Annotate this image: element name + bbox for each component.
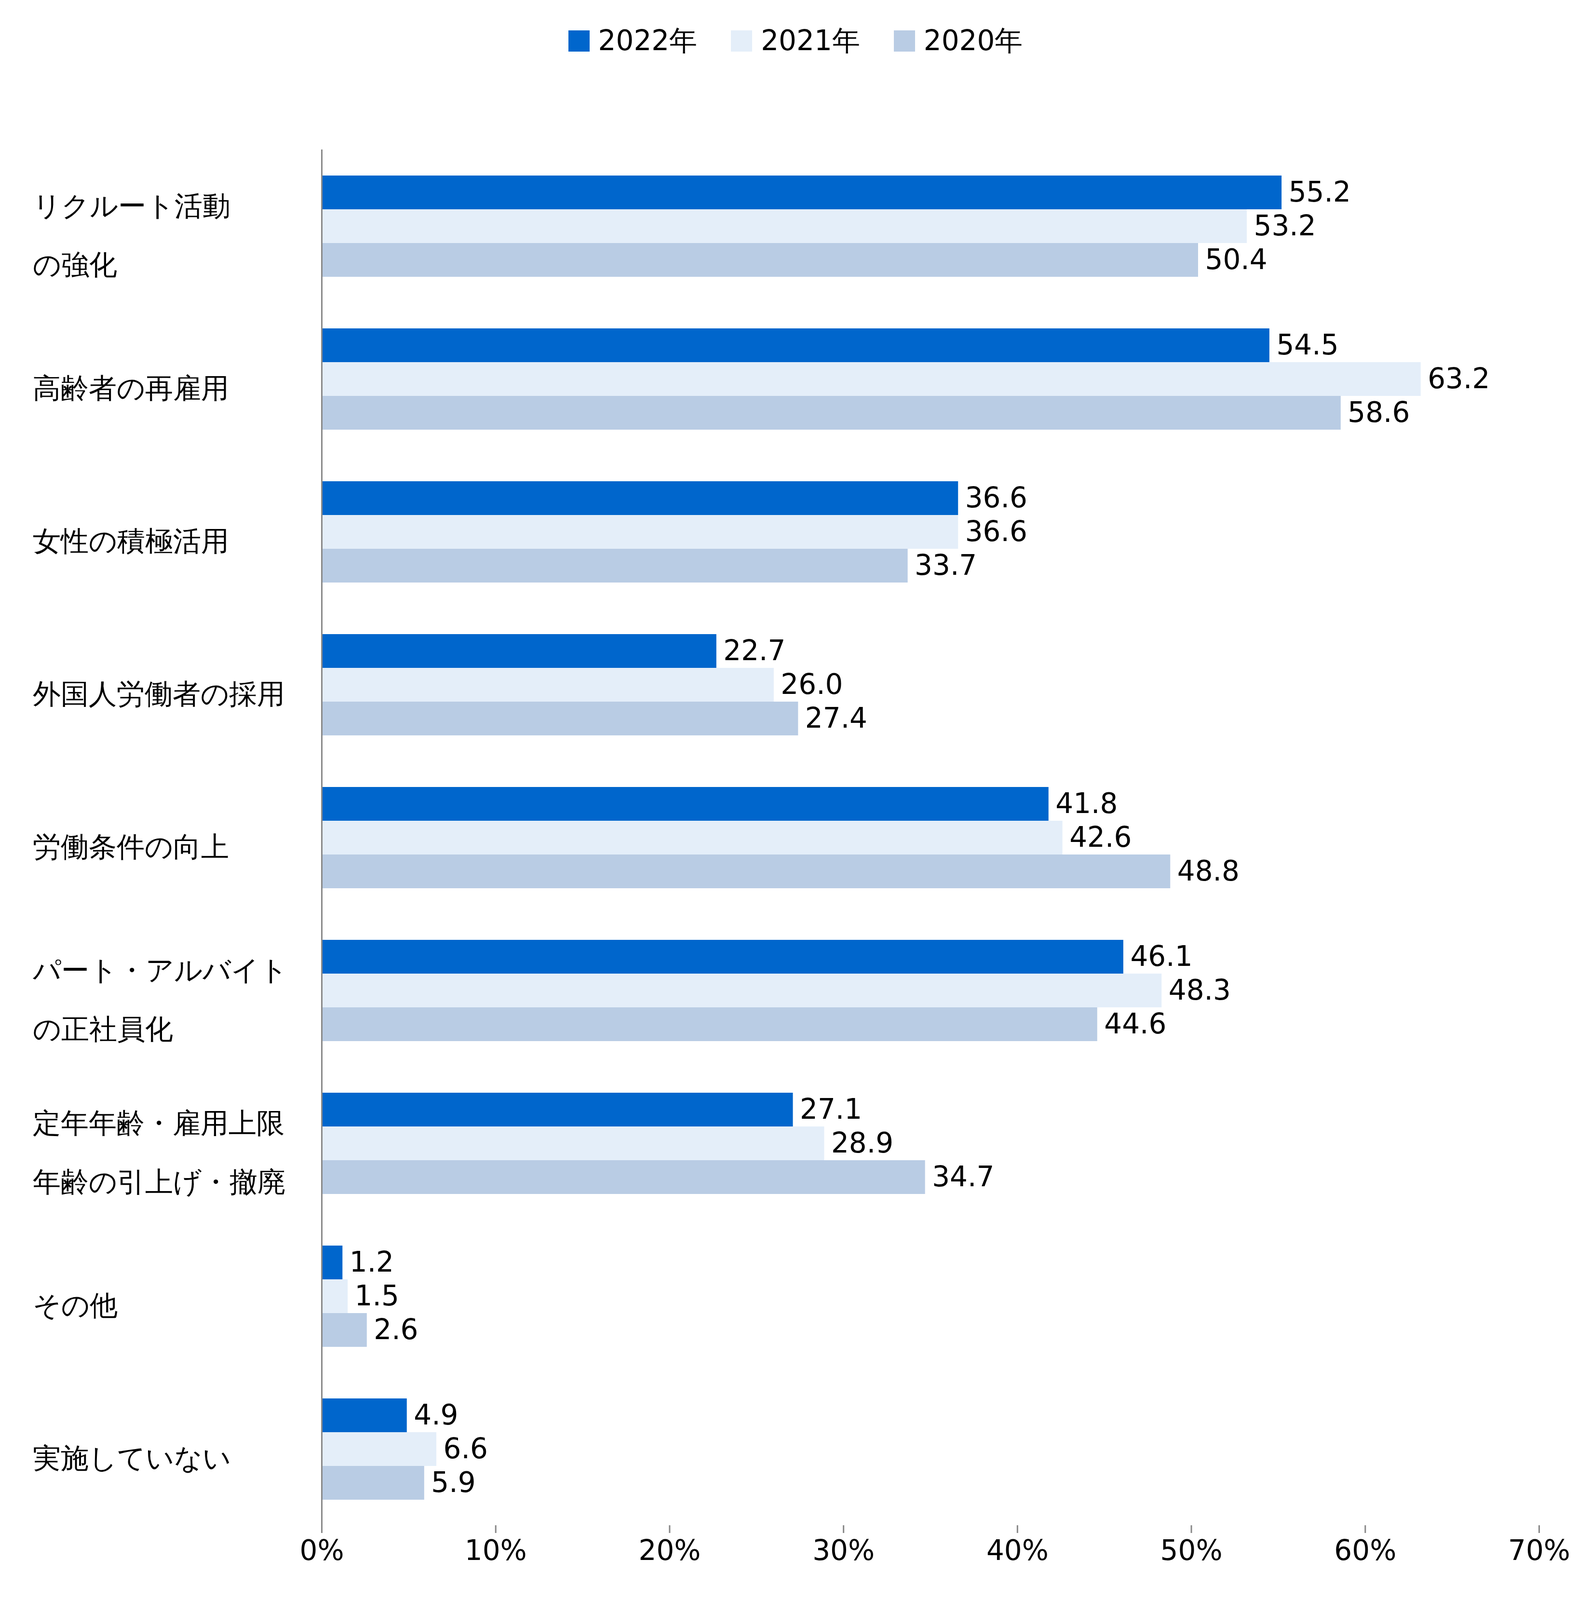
- svg-text:高齢者の再雇用: 高齢者の再雇用: [32, 371, 230, 405]
- svg-text:58.6: 58.6: [1347, 395, 1410, 429]
- svg-text:34.7: 34.7: [931, 1159, 995, 1193]
- svg-text:44.6: 44.6: [1104, 1007, 1167, 1040]
- svg-text:46.1: 46.1: [1130, 939, 1193, 973]
- svg-text:定年年齢・雇用上限年齢の引上げ・撤廃: 定年年齢・雇用上限年齢の引上げ・撤廃: [32, 1106, 286, 1199]
- svg-text:2.6: 2.6: [373, 1312, 418, 1346]
- svg-text:1.2: 1.2: [349, 1245, 394, 1279]
- svg-text:36.6: 36.6: [965, 481, 1028, 514]
- svg-text:70%: 70%: [1508, 1533, 1571, 1567]
- svg-text:40%: 40%: [986, 1533, 1049, 1567]
- svg-text:41.8: 41.8: [1055, 786, 1118, 820]
- svg-text:実施していない: 実施していない: [32, 1441, 231, 1475]
- svg-text:30%: 30%: [812, 1533, 875, 1567]
- svg-text:パート・アルバイトの正社員化: パート・アルバイトの正社員化: [32, 953, 288, 1046]
- svg-text:5.9: 5.9: [431, 1465, 476, 1499]
- svg-text:50.4: 50.4: [1205, 242, 1268, 276]
- html-text:2020年: 2020年: [923, 24, 1023, 57]
- svg-text:60%: 60%: [1334, 1533, 1397, 1567]
- svg-text:53.2: 53.2: [1253, 209, 1317, 243]
- svg-text:28.9: 28.9: [831, 1126, 894, 1160]
- svg-text:48.3: 48.3: [1168, 973, 1231, 1007]
- svg-text:0%: 0%: [299, 1533, 344, 1567]
- svg-text:10%: 10%: [464, 1533, 527, 1567]
- svg-text:36.6: 36.6: [965, 514, 1028, 548]
- svg-text:その他: その他: [32, 1288, 118, 1322]
- svg-text:54.5: 54.5: [1276, 328, 1339, 362]
- svg-text:50%: 50%: [1160, 1533, 1223, 1567]
- svg-text:33.7: 33.7: [914, 548, 977, 582]
- svg-text:リクルート活動の強化: リクルート活動の強化: [32, 189, 231, 282]
- svg-text:1.5: 1.5: [354, 1279, 400, 1312]
- svg-text:女性の積極活用: 女性の積極活用: [32, 524, 230, 558]
- svg-text:22.7: 22.7: [723, 633, 786, 667]
- svg-text:27.4: 27.4: [805, 701, 868, 735]
- svg-text:63.2: 63.2: [1427, 362, 1490, 395]
- svg-text:労働条件の向上: 労働条件の向上: [32, 830, 230, 863]
- svg-text:48.8: 48.8: [1177, 854, 1240, 888]
- html-text:2021年: 2021年: [760, 24, 861, 57]
- svg-text:4.9: 4.9: [413, 1398, 459, 1431]
- svg-text:6.6: 6.6: [443, 1431, 488, 1465]
- svg-text:55.2: 55.2: [1288, 175, 1351, 209]
- svg-text:42.6: 42.6: [1069, 820, 1132, 854]
- svg-text:27.1: 27.1: [799, 1092, 863, 1126]
- svg-text:20%: 20%: [638, 1533, 701, 1567]
- html-text:2022年: 2022年: [598, 24, 698, 57]
- svg-text:26.0: 26.0: [780, 667, 843, 701]
- svg-text:外国人労働者の採用: 外国人労働者の採用: [32, 677, 285, 711]
